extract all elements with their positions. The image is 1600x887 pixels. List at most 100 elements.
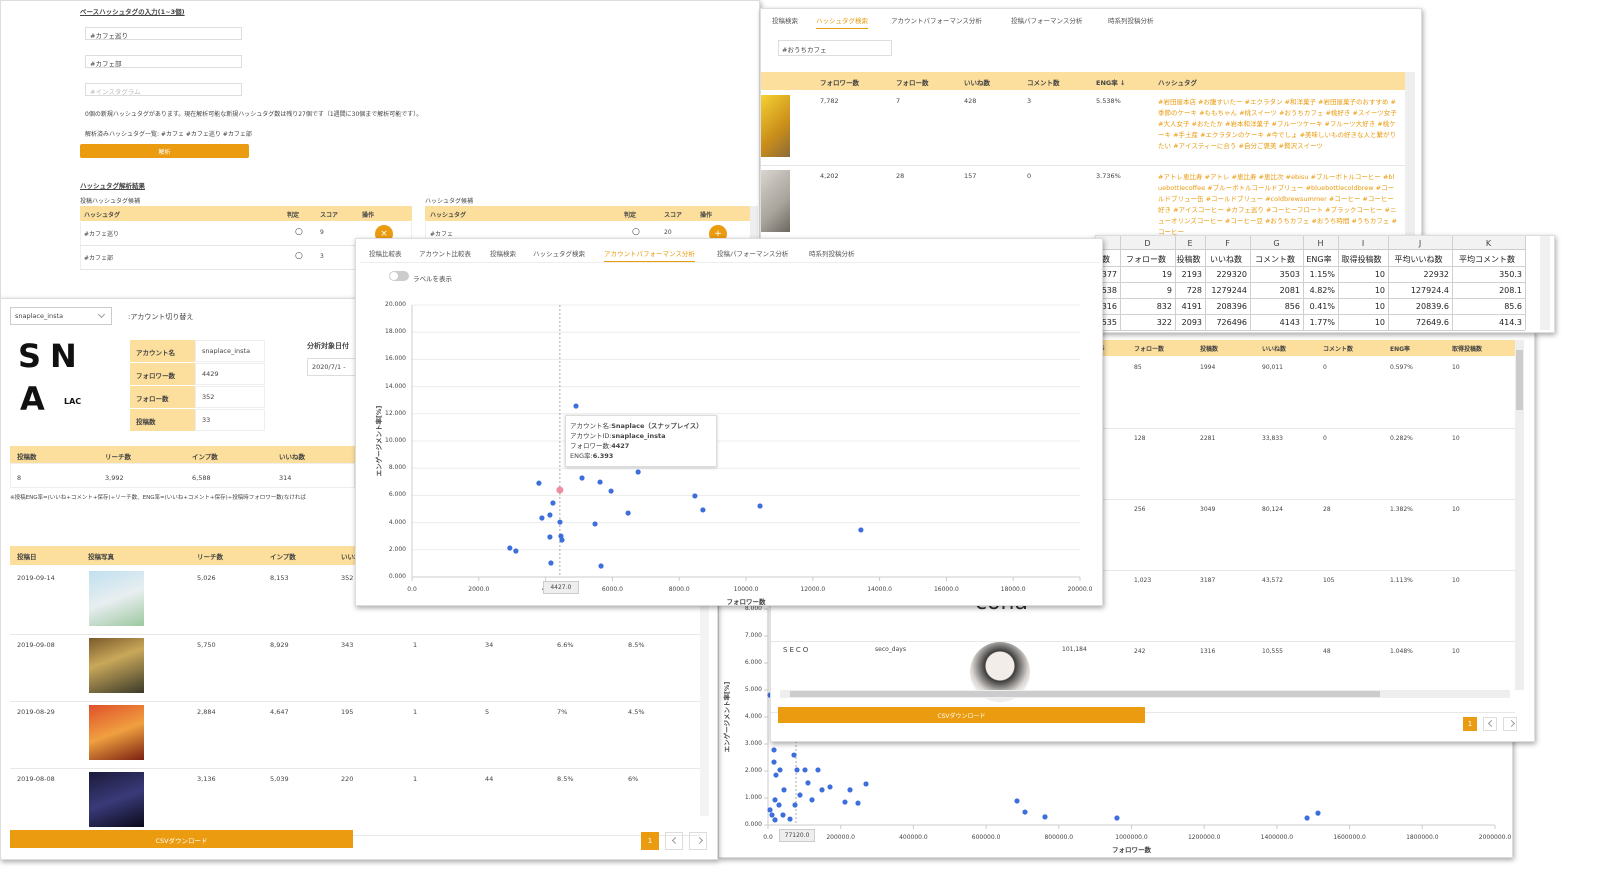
x-tick-label: 0.0 <box>407 586 417 593</box>
table-cell: 1 <box>413 708 418 716</box>
account-select[interactable] <box>10 307 112 325</box>
tab[interactable]: 投稿検索 <box>772 17 798 25</box>
sheet-cell: 平均いいね数 <box>1394 255 1443 264</box>
table-cell: 8,153 <box>270 574 289 582</box>
tab[interactable]: 時系列投稿分析 <box>809 250 855 258</box>
row-divider <box>771 641 1515 642</box>
tab[interactable]: アカウントパフォーマンス分析 <box>604 248 695 262</box>
table-cell: 2281 <box>1200 435 1216 442</box>
page-nav[interactable] <box>1483 717 1497 731</box>
column-header: リーチ数 <box>105 453 131 461</box>
tab[interactable]: 投稿検索 <box>490 250 516 258</box>
data-point <box>557 519 563 525</box>
data-point <box>700 507 706 513</box>
page-nav[interactable] <box>665 832 683 850</box>
tab[interactable]: ハッシュタグ検索 <box>816 15 868 29</box>
tooltip-label: ENG率: <box>570 452 593 460</box>
text-input[interactable] <box>85 55 242 68</box>
table-cell: 195 <box>341 708 354 716</box>
table-cell: 1.048% <box>1390 648 1413 655</box>
sheet-cell: 2093 <box>1181 318 1202 327</box>
data-point <box>635 469 641 475</box>
crosshair-label: 77120.0 <box>779 829 816 842</box>
table-cell: 20 <box>664 229 672 236</box>
table-cell: 9 <box>320 229 324 236</box>
tooltip-label: フォロワー数: <box>570 442 612 450</box>
table-header <box>761 72 1405 90</box>
cell-border <box>1250 236 1251 330</box>
sheet-cell: ENG率 <box>1306 255 1332 264</box>
table-cell: 34 <box>485 641 494 649</box>
tab[interactable]: ハッシュタグ検索 <box>533 250 585 258</box>
column-header: 操作 <box>700 212 713 219</box>
tab[interactable]: 投稿比較表 <box>369 250 402 258</box>
data-point <box>757 503 763 509</box>
data-point <box>858 527 864 533</box>
tab[interactable]: 投稿パフォーマンス分析 <box>1011 17 1083 25</box>
tooltip-value: Snaplace（スナップレイス） <box>611 422 703 430</box>
table-cell: ○ <box>295 227 303 237</box>
sheet-cell: 72649.6 <box>1415 318 1449 327</box>
cell-border <box>1096 298 1525 299</box>
column-header: コメント数 <box>1323 346 1354 353</box>
page-button[interactable]: 1 <box>641 832 659 850</box>
logo-small: LAC <box>64 397 82 406</box>
table-cell: 6,588 <box>192 474 211 482</box>
column-header: ハッシュタグ <box>430 212 467 219</box>
data-point <box>855 800 861 806</box>
data-point <box>769 812 775 818</box>
table-cell: 242 <box>1134 648 1146 655</box>
text-input[interactable] <box>85 27 242 40</box>
text-input[interactable] <box>85 83 242 96</box>
sheet-cell: 350.3 <box>1499 270 1522 279</box>
table-cell: 3 <box>320 253 324 260</box>
y-tick-label: 4.000 <box>744 713 762 720</box>
data-point <box>847 787 853 793</box>
tab[interactable]: アカウント比較表 <box>419 250 471 258</box>
divider <box>360 262 1100 263</box>
table-cell: 28 <box>896 172 905 180</box>
csv-button[interactable] <box>778 707 1145 723</box>
page-nav[interactable] <box>689 832 707 850</box>
page-nav[interactable] <box>1503 717 1517 731</box>
row-divider <box>771 499 1515 500</box>
data-point <box>773 772 779 778</box>
sheet-cell: 832 <box>1156 302 1172 311</box>
analyze-button[interactable] <box>80 144 249 158</box>
tab[interactable]: 投稿パフォーマンス分析 <box>717 250 789 258</box>
data-point <box>625 510 631 516</box>
logo-letter: S <box>18 337 42 375</box>
column-header: いいね数 <box>964 79 990 87</box>
sheet-cell: 2081 <box>1279 286 1300 295</box>
info-label: フォロー数 <box>136 395 169 403</box>
y-tick-label: 1.000 <box>744 794 762 801</box>
data-point <box>809 797 815 803</box>
tooltip-row: アカウントID:snaplace_insta <box>570 430 666 440</box>
sheet-cell: 726496 <box>1216 318 1247 327</box>
sheet-cell: 9 <box>1166 286 1172 295</box>
column-header: ハッシュタグ <box>84 212 121 219</box>
tab[interactable]: アカウントパフォーマンス分析 <box>891 17 982 25</box>
table-cell: 5,026 <box>197 574 216 582</box>
page-button[interactable]: 1 <box>1463 717 1477 731</box>
row-divider <box>10 835 700 836</box>
tab[interactable]: 時系列投稿分析 <box>1108 17 1154 25</box>
data-point <box>794 767 800 773</box>
sheet-cell: 4143 <box>1279 318 1300 327</box>
cell-border <box>1338 236 1339 330</box>
data-point <box>556 486 564 494</box>
search-input[interactable] <box>778 40 892 56</box>
toggle-knob <box>390 272 398 280</box>
label-toggle[interactable] <box>389 271 409 281</box>
sheet-cell: 10 <box>1374 302 1385 311</box>
column-header: フォロー数 <box>1134 346 1165 353</box>
x-tick-label: 2000.0 <box>468 586 490 593</box>
x-tick-label: 18000.0 <box>1000 586 1026 593</box>
csv-button[interactable] <box>10 830 353 848</box>
sheet-cell: 20839.6 <box>1415 302 1449 311</box>
column-letter: E <box>1187 239 1193 248</box>
column-letter: G <box>1273 239 1280 248</box>
column-header: スコア <box>320 212 339 219</box>
table-cell: 6% <box>628 775 639 783</box>
cell-border <box>1175 236 1176 330</box>
